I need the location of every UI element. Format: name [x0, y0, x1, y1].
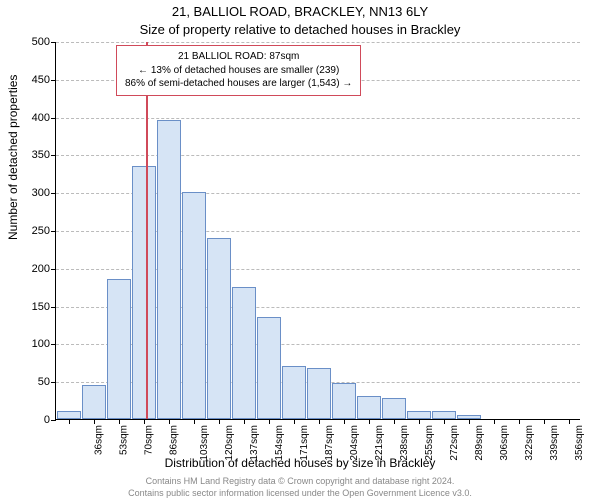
x-tick	[494, 419, 495, 424]
x-tick	[469, 419, 470, 424]
x-tick-label: 70sqm	[143, 425, 154, 455]
y-tick-label: 0	[44, 414, 50, 426]
x-tick	[544, 419, 545, 424]
x-tick-label: 36sqm	[93, 425, 104, 455]
annotation-line: ← 13% of detached houses are smaller (23…	[125, 64, 352, 78]
y-tick-label: 500	[32, 36, 50, 48]
x-tick	[444, 419, 445, 424]
histogram-bar	[132, 166, 156, 419]
y-tick	[51, 42, 56, 43]
x-tick	[219, 419, 220, 424]
x-tick	[569, 419, 570, 424]
x-tick	[169, 419, 170, 424]
x-tick	[519, 419, 520, 424]
gridline	[56, 42, 580, 43]
y-tick	[51, 420, 56, 421]
y-tick-label: 50	[38, 376, 50, 388]
histogram-bar	[307, 368, 331, 419]
y-tick-label: 300	[32, 187, 50, 199]
gridline	[56, 118, 580, 119]
annotation-box: 21 BALLIOL ROAD: 87sqm← 13% of detached …	[116, 45, 361, 96]
y-tick	[51, 193, 56, 194]
x-tick	[144, 419, 145, 424]
y-tick	[51, 344, 56, 345]
y-axis-label: Number of detached properties	[6, 75, 20, 240]
x-tick	[244, 419, 245, 424]
x-tick-label: 86sqm	[168, 425, 179, 455]
annotation-line: 21 BALLIOL ROAD: 87sqm	[125, 50, 352, 64]
histogram-bar	[232, 287, 256, 419]
histogram-bar	[432, 411, 456, 419]
x-tick	[119, 419, 120, 424]
x-tick	[369, 419, 370, 424]
gridline	[56, 155, 580, 156]
title-sub: Size of property relative to detached ho…	[0, 22, 600, 37]
y-tick	[51, 382, 56, 383]
histogram-bar	[207, 238, 231, 419]
x-axis-label: Distribution of detached houses by size …	[0, 456, 600, 470]
y-tick-label: 450	[32, 74, 50, 86]
y-tick-label: 200	[32, 263, 50, 275]
x-tick	[194, 419, 195, 424]
y-tick	[51, 231, 56, 232]
footer-line-1: Contains HM Land Registry data © Crown c…	[0, 476, 600, 486]
x-tick	[344, 419, 345, 424]
y-tick-label: 400	[32, 112, 50, 124]
histogram-bar	[357, 396, 381, 419]
annotation-line: 86% of semi-detached houses are larger (…	[125, 77, 352, 91]
x-tick	[394, 419, 395, 424]
x-tick	[294, 419, 295, 424]
histogram-bar	[57, 411, 81, 419]
chart-container: 21, BALLIOL ROAD, BRACKLEY, NN13 6LY Siz…	[0, 0, 600, 500]
histogram-bar	[107, 279, 131, 419]
x-tick	[94, 419, 95, 424]
histogram-bar	[457, 415, 481, 419]
histogram-bar	[332, 383, 356, 419]
chart-plot-area: 05010015020025030035040045050036sqm53sqm…	[55, 42, 580, 420]
y-tick-label: 100	[32, 338, 50, 350]
x-tick	[269, 419, 270, 424]
y-tick	[51, 269, 56, 270]
y-tick	[51, 307, 56, 308]
footer-line-2: Contains public sector information licen…	[0, 488, 600, 498]
histogram-bar	[157, 120, 181, 419]
histogram-bar	[282, 366, 306, 419]
histogram-bar	[382, 398, 406, 419]
y-tick	[51, 80, 56, 81]
x-tick	[419, 419, 420, 424]
y-tick-label: 350	[32, 149, 50, 161]
property-marker-line	[146, 42, 148, 419]
histogram-bar	[257, 317, 281, 419]
title-main: 21, BALLIOL ROAD, BRACKLEY, NN13 6LY	[0, 4, 600, 19]
histogram-bar	[407, 411, 431, 419]
histogram-bar	[82, 385, 106, 419]
x-tick-label: 53sqm	[118, 425, 129, 455]
y-tick-label: 150	[32, 301, 50, 313]
histogram-bar	[182, 192, 206, 419]
y-tick-label: 250	[32, 225, 50, 237]
y-tick	[51, 118, 56, 119]
x-tick	[319, 419, 320, 424]
x-tick	[69, 419, 70, 424]
y-tick	[51, 155, 56, 156]
